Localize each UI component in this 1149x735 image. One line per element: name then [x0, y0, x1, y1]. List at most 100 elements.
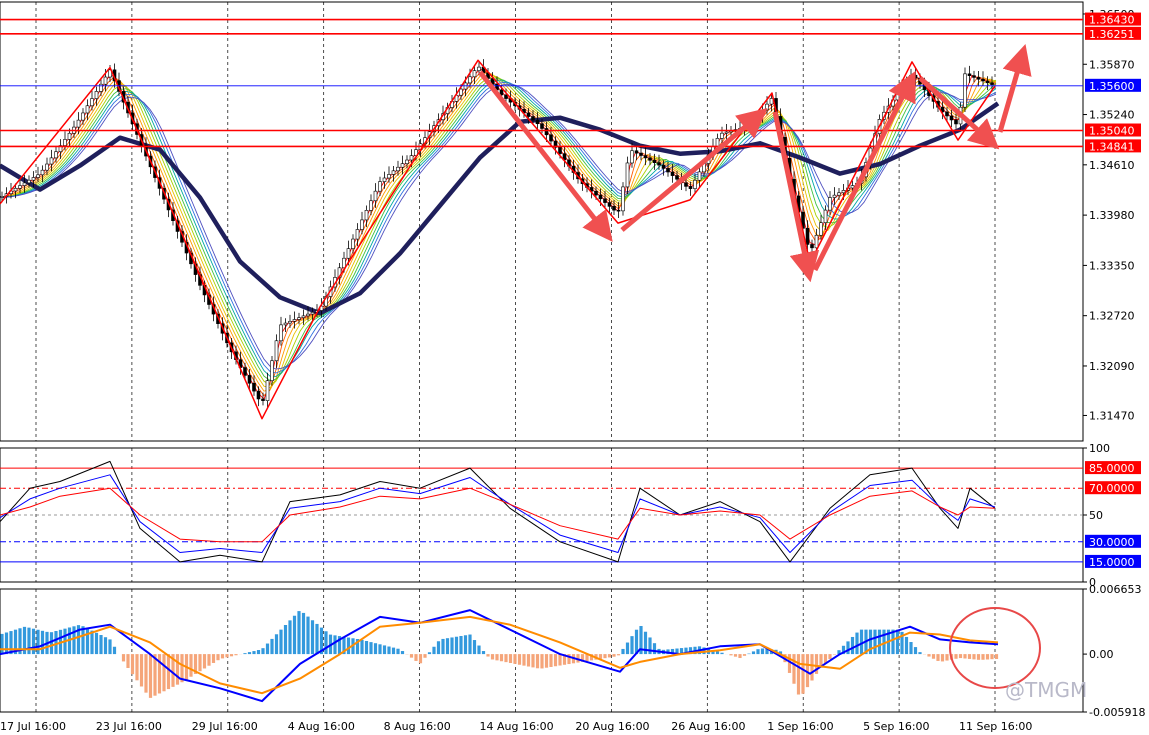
macd-bar: [616, 654, 621, 656]
level-tag-label: 1.36430: [1089, 14, 1135, 27]
macd-bar: [792, 654, 796, 684]
candle-body: [391, 170, 396, 175]
candle-body: [265, 380, 270, 401]
macd-bar: [504, 654, 508, 663]
candle-body: [657, 162, 661, 166]
slow-ma: [0, 101, 1000, 316]
macd-bar: [733, 654, 738, 657]
macd-bar: [612, 654, 616, 657]
candle-body: [616, 209, 621, 212]
macd-bar: [603, 654, 607, 659]
macd-bar: [346, 637, 351, 655]
candle-body: [31, 177, 36, 181]
macd-bar: [378, 644, 382, 655]
macd-bar: [720, 652, 724, 655]
macd-bar: [553, 654, 558, 667]
macd-bar: [481, 651, 486, 655]
macd-bar: [499, 654, 504, 662]
candle-body: [661, 164, 666, 169]
level-tag-bg: [1085, 123, 1141, 137]
macd-bar: [103, 637, 108, 655]
level-tag: 1.36251: [1085, 26, 1141, 41]
macd-bar: [261, 648, 265, 655]
macd-bar: [288, 620, 292, 655]
macd-bar: [265, 643, 270, 655]
macd-bar: [234, 654, 238, 656]
candle-body: [981, 78, 985, 82]
y-tick-label: 1.31470: [1089, 409, 1135, 422]
macd-bar: [522, 654, 526, 666]
macd-bar: [945, 654, 949, 661]
macd-bar: [373, 643, 378, 655]
candle-body: [477, 66, 481, 71]
macd-bar: [931, 654, 936, 659]
level-tag-bg: [1085, 26, 1141, 40]
y-tick-label: 1.34610: [1089, 159, 1135, 172]
candle-body: [612, 206, 616, 211]
stoch-series: [0, 460, 996, 563]
macd-bar: [643, 631, 648, 655]
macd-bar: [850, 636, 855, 655]
candle-body: [967, 73, 972, 76]
macd-bar: [639, 626, 643, 655]
macd-bar: [396, 648, 400, 655]
macd-bar: [859, 629, 864, 655]
macd-bar: [445, 638, 450, 655]
level-tag-label: 1.36251: [1089, 28, 1135, 41]
candle-body: [468, 76, 472, 84]
candle-body: [990, 82, 994, 85]
macd-bar: [688, 647, 693, 655]
macd-bar: [126, 654, 130, 668]
macd-bar: [765, 648, 769, 655]
candle-body: [81, 112, 85, 121]
candle-body: [598, 194, 603, 200]
x-tick-label: 11 Sep 16:00: [959, 720, 1032, 733]
y-tick-label: 0.00: [1089, 648, 1114, 661]
candle-body: [720, 132, 724, 139]
candle-body: [954, 119, 958, 125]
macd-bar: [544, 654, 549, 668]
candle-body: [13, 187, 18, 192]
candle-body: [243, 367, 247, 376]
macd-bar: [22, 626, 27, 655]
macd-bar: [589, 654, 594, 661]
candle-body: [684, 182, 688, 187]
grid: [0, 1, 1084, 713]
macd-bar: [31, 628, 36, 655]
macd-bar: [283, 625, 288, 655]
candle-body: [607, 202, 612, 207]
candle-body: [382, 177, 387, 182]
ribbon-ma: [0, 76, 997, 385]
macd-bar: [229, 654, 234, 657]
macd-bar: [279, 629, 283, 655]
level-tag: 30.0000: [1085, 534, 1141, 549]
macd-bar: [130, 654, 135, 675]
candle-body: [940, 106, 945, 113]
macd-bar: [841, 645, 846, 655]
macd-bar: [310, 620, 315, 655]
macd-bar: [409, 654, 414, 658]
candle-body: [274, 340, 279, 362]
zigzag-line: [0, 59, 996, 420]
macd-bar: [355, 639, 360, 655]
macd-bar: [49, 632, 54, 655]
macd-line: [0, 609, 999, 703]
level-tag: 15.0000: [1085, 554, 1141, 569]
candle-body: [895, 93, 900, 101]
y-tick-label: 0.006653: [1089, 583, 1142, 596]
candle-body: [94, 91, 99, 99]
candle-body: [409, 155, 414, 161]
macd-bar: [976, 654, 981, 660]
candle-body: [364, 210, 369, 221]
macd-bar: [882, 629, 886, 655]
macd-bar: [567, 654, 571, 665]
macd-bar: [252, 651, 256, 655]
y-tick-label: 1.32720: [1089, 310, 1135, 323]
macd-bar: [27, 627, 31, 655]
macd-bar: [211, 654, 216, 663]
macd-bar: [891, 629, 895, 655]
candle-body: [459, 88, 463, 96]
candle-body: [630, 150, 634, 164]
macd-bar: [171, 654, 175, 687]
